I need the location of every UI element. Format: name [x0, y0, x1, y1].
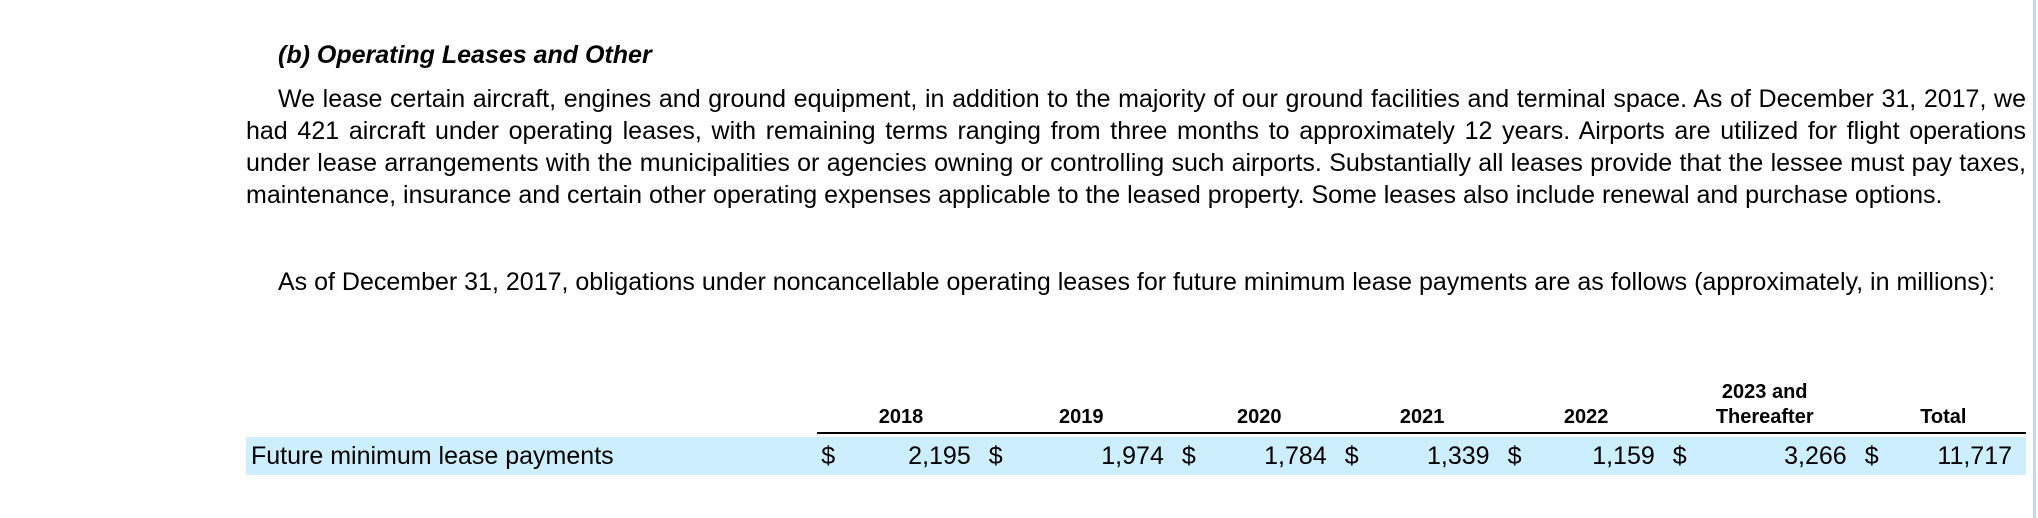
- header-label-spacer: [246, 376, 817, 437]
- column-header-2020: 2020: [1177, 376, 1341, 437]
- value-2020: 1,784: [1212, 437, 1341, 475]
- column-header-2019: 2019: [984, 376, 1178, 437]
- table-header-row: 2018 2019 2020 2021 2022 2023 and Thereaf…: [246, 376, 2026, 437]
- paragraph-obligations-intro: As of December 31, 2017, obligations und…: [278, 268, 1996, 296]
- currency-symbol: $: [1177, 437, 1213, 475]
- value-2023-thereafter: 3,266: [1703, 437, 1861, 475]
- value-2019: 1,974: [1019, 437, 1178, 475]
- column-header-total: Total: [1860, 376, 2026, 437]
- column-header-2018: 2018: [817, 376, 985, 437]
- value-2021: 1,339: [1375, 437, 1504, 475]
- currency-symbol: $: [1668, 437, 1704, 475]
- column-header-2021: 2021: [1340, 376, 1504, 437]
- column-header-2022: 2022: [1503, 376, 1669, 437]
- row-label: Future minimum lease payments: [246, 437, 818, 475]
- page-edge-rule: [2033, 0, 2036, 518]
- value-2018: 2,195: [852, 437, 985, 475]
- paragraph-lease-description: We lease certain aircraft, engines and g…: [246, 85, 2026, 209]
- table-row: Future minimum lease payments $ 2,195 $ …: [246, 437, 2026, 475]
- currency-symbol: $: [1503, 437, 1539, 475]
- value-total: 11,717: [1895, 437, 2026, 475]
- column-header-2023-thereafter: 2023 and Thereafter: [1668, 376, 1861, 437]
- currency-symbol: $: [817, 437, 853, 475]
- currency-symbol: $: [1340, 437, 1376, 475]
- value-2022: 1,159: [1538, 437, 1669, 475]
- currency-symbol: $: [984, 437, 1020, 475]
- section-heading: (b) Operating Leases and Other: [278, 41, 652, 69]
- lease-payments-table: 2018 2019 2020 2021 2022 2023 and Thereaf…: [246, 376, 2026, 475]
- currency-symbol: $: [1860, 437, 1896, 475]
